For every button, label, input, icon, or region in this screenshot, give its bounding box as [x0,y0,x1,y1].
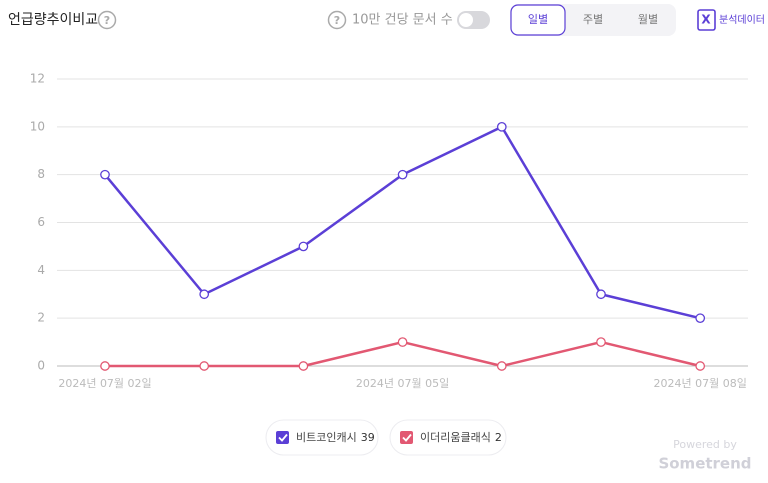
tab[interactable]: 주별 [583,13,603,26]
legend-checkbox [276,431,289,444]
tab-label: 월별 [638,13,658,26]
tab-active-bg [510,4,566,36]
y-tick-label: 12 [30,72,45,86]
y-tick-label: 10 [30,119,45,133]
x-tick-label: 2024년 07월 02일 [58,376,151,390]
data-point [695,313,706,324]
data-point [397,169,408,180]
help-icon[interactable]: ? [97,10,117,30]
data-point [199,289,210,300]
tab-label: 주별 [583,13,603,26]
svg-text:?: ? [334,14,340,27]
brand: Sometrend [658,455,751,473]
tab[interactable]: 월별 [638,13,658,26]
y-tick-label: 8 [37,167,45,181]
toggle-switch[interactable] [457,11,490,29]
legend-item[interactable]: 이더리움클래식 2 [389,419,507,456]
y-tick-label: 6 [37,215,45,229]
data-point [496,121,507,132]
toggle-label: 10만 건당 문서 수 [352,13,453,28]
help-icon[interactable]: ? [327,10,347,30]
y-tick-label: 0 [37,359,45,373]
legend-pill [389,419,507,456]
chart-title: 언급량추이비교 [8,12,98,28]
data-point [100,169,110,180]
data-point [199,361,210,371]
data-point [496,361,507,371]
powered-by: Powered by [673,438,737,451]
tab[interactable]: 일별 [510,4,566,36]
x-tick-label: 2024년 07월 05일 [356,376,449,390]
x-tick-label: 2024년 07월 08일 [654,376,747,390]
check [278,433,288,442]
data-point [100,361,110,371]
data-point [298,241,309,252]
legend-total: 39 [361,431,375,444]
y-tick-label: 2 [37,311,45,325]
tab-label: 일별 [528,12,548,26]
data-point [596,289,606,300]
legend-total: 2 [495,431,502,444]
y-tick-label: 4 [37,263,45,277]
legend-item[interactable]: 비트코인캐시 39 [265,419,379,456]
export-button[interactable]: X 분석데이터 [697,9,765,31]
check [402,433,412,442]
svg-text:?: ? [104,14,110,27]
data-point [596,337,606,347]
legend-label: 비트코인캐시 [296,431,357,444]
svg-text:X: X [701,13,711,27]
data-point [397,337,408,347]
legend-label: 이더리움클래식 [420,431,491,444]
data-point [695,361,706,371]
legend-checkbox [400,431,413,444]
export-label: 분석데이터 [719,14,765,26]
data-point [298,361,309,371]
legend-pill [265,419,379,456]
